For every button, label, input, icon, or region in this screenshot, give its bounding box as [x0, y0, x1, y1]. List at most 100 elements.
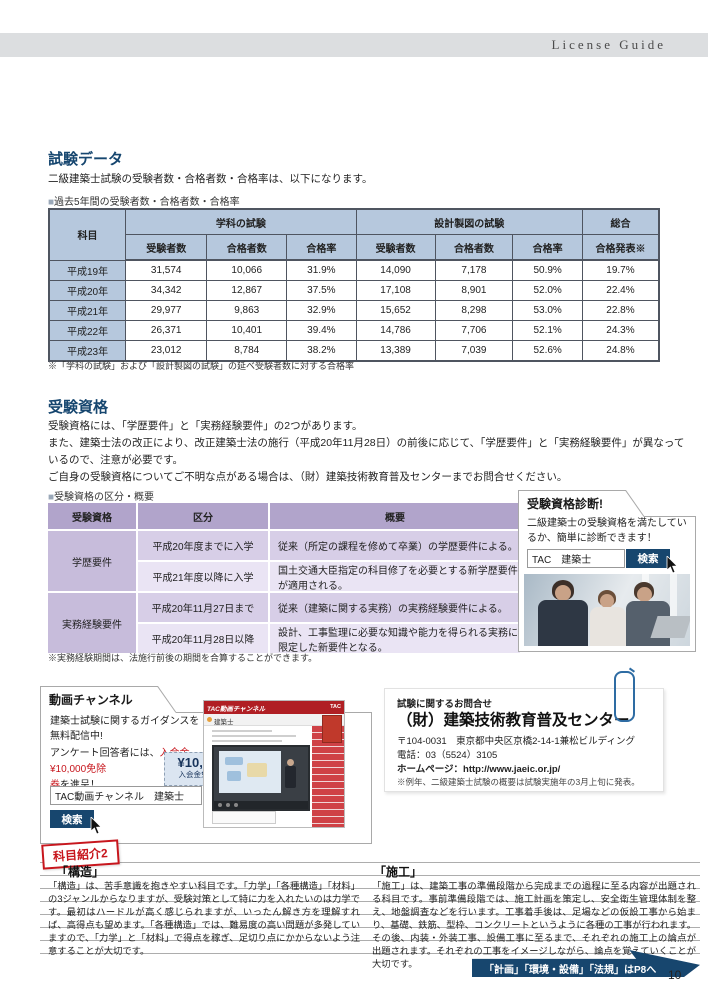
year-cell: 平成19年 [48, 259, 127, 281]
exam-table-footnote: ※「学科の試験」および「設計製図の試験」の延べ受験者数に対する合格率 [48, 361, 355, 371]
col-header: 受験者数 [125, 234, 208, 261]
group-cell-gakureki: 学歴要件 [48, 531, 136, 591]
cell: 7,706 [434, 320, 514, 341]
cursor-icon [90, 817, 102, 835]
subject-kouzou-body: 「構造」は、苦手意識を抱きやすい科目です。「力学」「各種構造」「材料」の3ジャン… [48, 881, 360, 956]
cell: 34,342 [125, 280, 208, 301]
diagnosis-search-input[interactable] [527, 549, 625, 568]
cell: 13,389 [355, 340, 436, 362]
eligibility-heading: 受験資格 [48, 399, 109, 416]
cell: 29,977 [125, 300, 208, 321]
cell: 50.9% [512, 259, 583, 281]
footer-nav-banner-label: 「計画」「環境・設備」「法規」はP8へ [484, 965, 657, 976]
cell: 22.8% [581, 300, 660, 321]
col-header: 合格者数 [434, 234, 514, 261]
cell: 31,574 [125, 259, 208, 281]
diagnosis-title: 受験資格診断! [527, 497, 603, 511]
presenter-figure [287, 759, 294, 766]
video-search-button[interactable]: 検索 [50, 810, 94, 828]
diagnosis-search-button[interactable]: 検索 [626, 549, 670, 568]
col-header: 概要 [270, 503, 520, 529]
eligibility-p2: また、建築士法の改正により、改正建築士法の施行（平成20年11月28日）の前後に… [48, 437, 685, 466]
year-cell: 平成22年 [48, 320, 127, 341]
cell: 23,012 [125, 340, 208, 362]
eligibility-footnote: ※実務経験期間は、法施行前後の期間を合算することができます。 [48, 653, 318, 663]
video-search-input[interactable] [50, 786, 202, 805]
table-row: 平成22年 26,371 10,401 39.4% 14,786 7,706 5… [48, 320, 660, 341]
video-channel-title: 動画チャンネル [49, 693, 133, 707]
eligibility-p1: 受験資格には、「学歴要件」と「実務経験要件」の2つがあります。 [48, 420, 363, 432]
paperclip-icon [614, 671, 635, 722]
kubun-cell: 平成20年11月28日以降 [138, 624, 268, 653]
cell: 52.1% [512, 320, 583, 341]
gaiyo-cell: 設計、工事監理に必要な知識や能力を得られる実務に限定した新要件となる。 [270, 624, 520, 654]
cell: 15,652 [355, 300, 436, 321]
gaiyo-cell: 従来（建築に関する実務）の実務経験要件による。 [270, 593, 520, 622]
table-row: 平成19年 31,574 10,066 31.9% 14,090 7,178 5… [48, 259, 660, 281]
contact-org-name: （財）建築技術教育普及センター [397, 712, 630, 729]
cell: 17,108 [355, 280, 436, 301]
exam-results-table: 科目 学科の試験 設計製図の試験 総合 受験者数 合格者数 合格率 受験者数 合… [48, 208, 660, 362]
cell: 24.3% [581, 320, 660, 341]
cell: 24.8% [581, 340, 660, 362]
col-header: 合格率 [512, 234, 583, 261]
exam-data-intro: 二級建築士試験の受験者数・合格者数・合格率は、以下になります。 [48, 173, 373, 185]
group-cell-jitsumu: 実務経験要件 [48, 593, 136, 653]
kubun-cell: 平成20年11月27日まで [138, 593, 268, 622]
cell: 8,784 [206, 340, 288, 362]
col-header-subject: 科目 [48, 208, 127, 261]
license-guide-label: License Guide [551, 37, 666, 52]
contact-website-link[interactable]: ホームページ：http://www.jaeic.or.jp/ [397, 764, 561, 775]
col-header: 受験者数 [355, 234, 436, 261]
laptop-icon [650, 616, 690, 638]
video-player [212, 745, 310, 811]
coupon-label: 入会金免除券 [178, 770, 224, 779]
diagnosis-box: 受験資格診断! 二級建築士の受験資格を満たしているか、簡単に診断できます！ 検索 [518, 490, 696, 652]
eligibility-paragraphs: 受験資格には、「学歴要件」と「実務経験要件」の2つがあります。 また、建築士法の… [48, 418, 692, 486]
contact-phone: 電話：03（5524）3105 [397, 750, 498, 761]
cell: 12,867 [206, 280, 288, 301]
col-header-goukaku-happyou: 合格発表※ [581, 234, 660, 261]
subject-sekou-body: 「施工」は、建築工事の準備段階から完成までの過程に至る内容が出題される科目です。… [372, 881, 696, 969]
site-tab-label: 建築士 [214, 719, 234, 726]
cell: 32.9% [286, 300, 357, 321]
cursor-icon [666, 556, 678, 574]
cell: 8,298 [434, 300, 514, 321]
cell: 52.0% [512, 280, 583, 301]
gaiyo-cell: 従来（所定の課程を修めて卒業）の学歴要件による。 [270, 531, 520, 560]
site-footer-box [212, 811, 276, 824]
table-row: 平成20年 34,342 12,867 37.5% 17,108 8,901 5… [48, 280, 660, 301]
square-bullet-icon: ■ [48, 492, 55, 503]
contact-note: ※例年、二級建築士試験の概要は試験実施年の3月上旬に発表。 [397, 777, 640, 787]
site-promo-banner [322, 715, 342, 743]
cell: 10,401 [206, 320, 288, 341]
subject-kouzou-title: 「構造」 [56, 865, 105, 879]
player-controls [214, 801, 308, 809]
cell: 10,066 [206, 259, 288, 281]
cell: 8,901 [434, 280, 514, 301]
col-group-gakka: 学科の試験 [125, 208, 357, 235]
col-group-sogo: 総合 [581, 208, 660, 235]
cell: 53.0% [512, 300, 583, 321]
site-tab-icon [207, 717, 212, 722]
video-channel-box: 動画チャンネル 建築士試験に関するガイダンスを無料配信中! アンケート回答者には… [40, 686, 372, 844]
subject-sekou-title: 「施工」 [374, 865, 423, 879]
tac-logo: TAC [330, 704, 341, 710]
cell: 7,178 [434, 259, 514, 281]
cell: 9,863 [206, 300, 288, 321]
site-nav-strip: 建築士 [204, 714, 344, 726]
cell: 39.4% [286, 320, 357, 341]
eligibility-table-label: ■受験資格の区分・概要 [48, 492, 155, 503]
diagnosis-text: 二級建築士の受験資格を満たしているか、簡単に診断できます！ [527, 518, 687, 544]
col-header: 合格率 [286, 234, 357, 261]
year-cell: 平成23年 [48, 340, 127, 362]
site-brand: TAC動画チャンネル [207, 706, 266, 713]
cell: 37.5% [286, 280, 357, 301]
year-cell: 平成21年 [48, 300, 127, 321]
website-screenshot: TAC動画チャンネル TAC 建築士 [203, 700, 345, 828]
square-bullet-icon: ■ [48, 197, 55, 208]
contact-label: 試験に関するお問合せ [397, 699, 493, 710]
table-row: 平成23年 23,012 8,784 38.2% 13,389 7,039 52… [48, 340, 660, 362]
cell: 7,039 [434, 340, 514, 362]
